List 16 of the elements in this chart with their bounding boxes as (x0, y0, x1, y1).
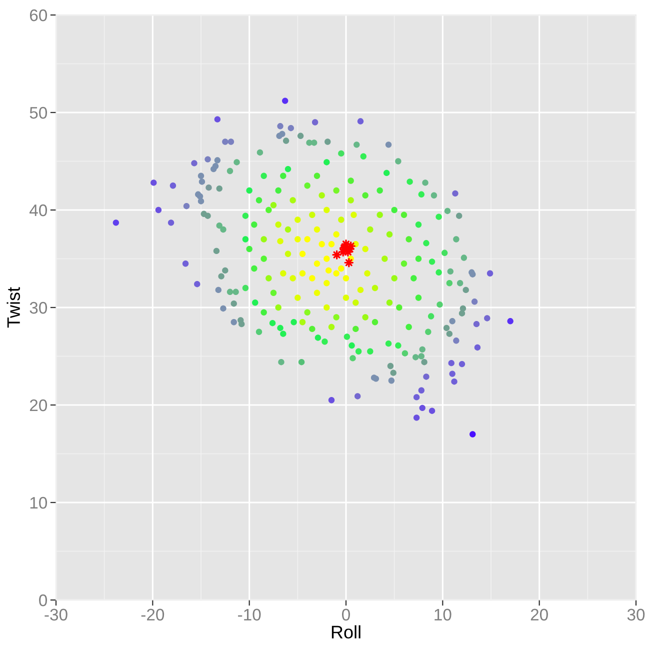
y-tick-label: 20 (30, 399, 48, 412)
x-tick-label: 30 (627, 608, 645, 621)
y-tick-label: 40 (30, 204, 48, 216)
x-tick-label: -10 (238, 608, 261, 621)
y-tick-label: 0 (39, 594, 48, 606)
y-tick-label: 30 (30, 302, 48, 314)
y-axis-title: Twist (6, 287, 20, 328)
x-axis-title: Roll (332, 625, 360, 639)
y-tick-label: 10 (30, 496, 48, 509)
x-tick-label: 0 (342, 608, 350, 621)
y-tick-label: 60 (30, 9, 48, 22)
x-tick-label: 10 (434, 608, 452, 621)
x-tick-label: -20 (141, 608, 164, 621)
x-tick-label: 20 (530, 608, 548, 621)
y-tick-label: 50 (30, 106, 48, 119)
x-tick-label: -30 (44, 608, 68, 621)
